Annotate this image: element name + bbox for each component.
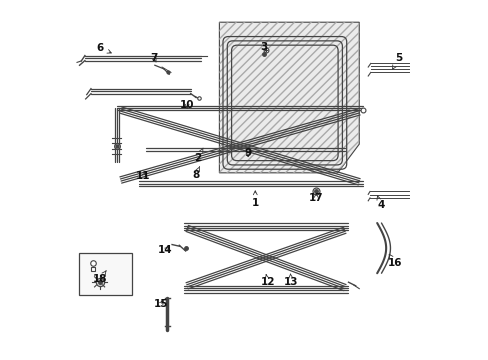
Text: 1: 1	[251, 191, 258, 208]
Text: 11: 11	[136, 171, 150, 181]
Polygon shape	[219, 22, 359, 173]
Text: 8: 8	[192, 167, 199, 180]
Text: 18: 18	[93, 271, 107, 284]
Bar	[79, 253, 132, 296]
Text: 4: 4	[376, 196, 384, 210]
Text: 15: 15	[154, 299, 168, 309]
Text: 3: 3	[260, 42, 267, 52]
Text: 13: 13	[284, 274, 298, 287]
Text: 17: 17	[308, 193, 323, 203]
Text: 12: 12	[260, 274, 274, 287]
Text: 6: 6	[97, 43, 111, 53]
Text: 10: 10	[180, 100, 194, 110]
Text: 5: 5	[392, 53, 402, 69]
Text: 9: 9	[244, 148, 251, 158]
Text: 14: 14	[158, 245, 173, 255]
Text: 7: 7	[150, 53, 158, 63]
Text: 16: 16	[387, 254, 402, 268]
Text: 2: 2	[194, 148, 203, 163]
